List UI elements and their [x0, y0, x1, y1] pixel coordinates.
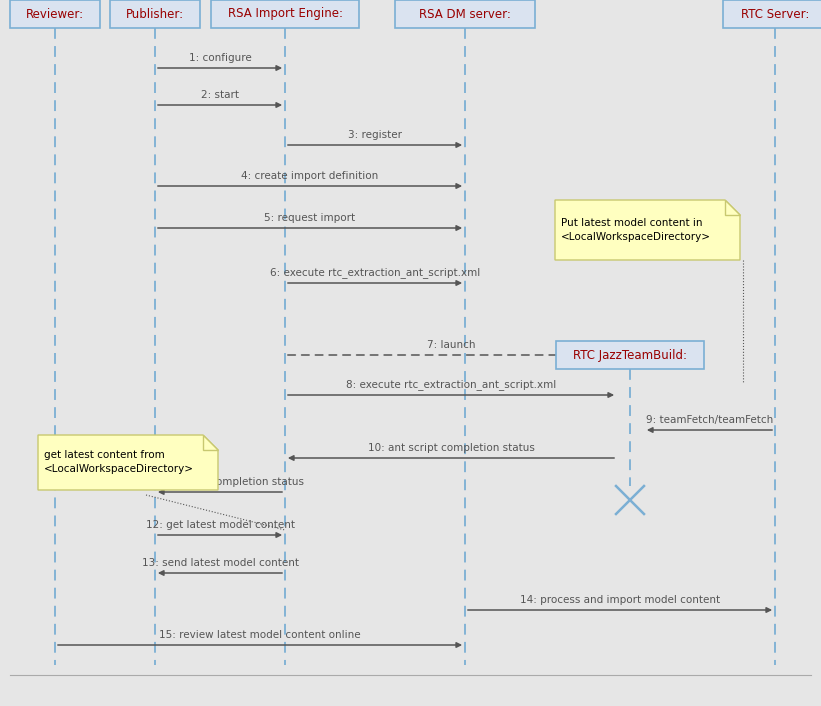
FancyBboxPatch shape	[10, 0, 100, 28]
Polygon shape	[203, 435, 218, 450]
Text: Reviewer:: Reviewer:	[26, 8, 84, 20]
FancyBboxPatch shape	[556, 341, 704, 369]
Text: 9: teamFetch/teamFetch: 9: teamFetch/teamFetch	[646, 415, 773, 425]
Text: RTC Server:: RTC Server:	[741, 8, 810, 20]
FancyBboxPatch shape	[211, 0, 359, 28]
FancyBboxPatch shape	[395, 0, 535, 28]
Text: RSA DM server:: RSA DM server:	[419, 8, 511, 20]
Text: RSA Import Engine:: RSA Import Engine:	[227, 8, 342, 20]
Polygon shape	[38, 435, 218, 490]
Text: 5: request import: 5: request import	[264, 213, 355, 223]
Text: 6: execute rtc_extraction_ant_script.xml: 6: execute rtc_extraction_ant_script.xml	[270, 267, 480, 278]
Text: 14: process and import model content: 14: process and import model content	[520, 595, 720, 605]
Text: 1: configure: 1: configure	[189, 53, 251, 63]
Polygon shape	[725, 200, 740, 215]
Text: 12: get latest model content: 12: get latest model content	[145, 520, 295, 530]
Polygon shape	[555, 200, 740, 260]
Text: Put latest model content in
<LocalWorkspaceDirectory>: Put latest model content in <LocalWorksp…	[561, 218, 711, 242]
Text: 3: register: 3: register	[348, 130, 402, 140]
Text: 7: launch: 7: launch	[427, 340, 475, 350]
Text: RTC JazzTeamBuild:: RTC JazzTeamBuild:	[573, 349, 687, 361]
Text: 11: ant script completion status: 11: ant script completion status	[136, 477, 304, 487]
Text: get latest content from
<LocalWorkspaceDirectory>: get latest content from <LocalWorkspaceD…	[44, 450, 194, 474]
Text: 15: review latest model content online: 15: review latest model content online	[159, 630, 360, 640]
FancyBboxPatch shape	[110, 0, 200, 28]
Text: 4: create import definition: 4: create import definition	[241, 171, 378, 181]
Text: 10: ant script completion status: 10: ant script completion status	[368, 443, 534, 453]
Text: Publisher:: Publisher:	[126, 8, 184, 20]
Text: 8: execute rtc_extraction_ant_script.xml: 8: execute rtc_extraction_ant_script.xml	[346, 379, 556, 390]
FancyBboxPatch shape	[722, 0, 821, 28]
Text: 2: start: 2: start	[201, 90, 239, 100]
Text: 13: send latest model content: 13: send latest model content	[141, 558, 299, 568]
